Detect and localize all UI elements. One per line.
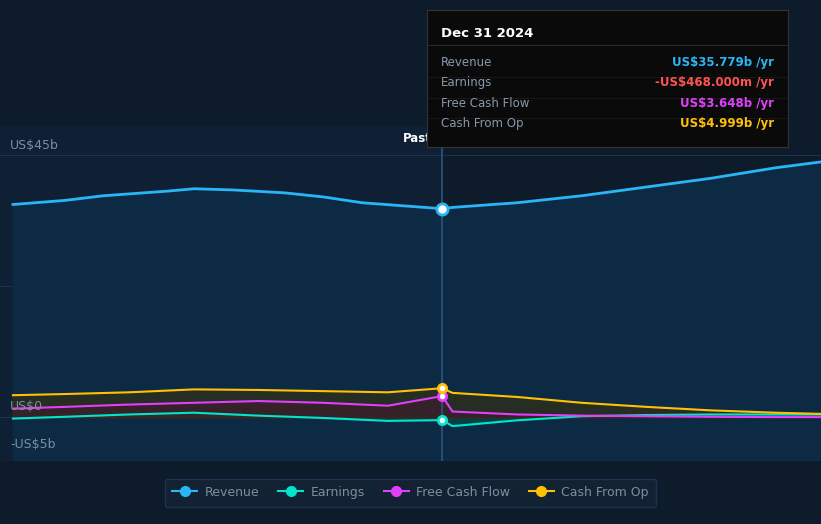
- Legend: Revenue, Earnings, Free Cash Flow, Cash From Op: Revenue, Earnings, Free Cash Flow, Cash …: [165, 478, 656, 507]
- Text: -US$468.000m /yr: -US$468.000m /yr: [655, 76, 773, 89]
- Text: Analysts Forecasts: Analysts Forecasts: [452, 132, 562, 145]
- Text: Past: Past: [403, 132, 432, 145]
- Text: -US$5b: -US$5b: [11, 438, 56, 451]
- Text: US$3.648b /yr: US$3.648b /yr: [680, 96, 773, 110]
- Text: Cash From Op: Cash From Op: [442, 117, 524, 130]
- Bar: [443, 126, 821, 461]
- Text: Dec 31 2024: Dec 31 2024: [442, 27, 534, 40]
- Text: US$4.999b /yr: US$4.999b /yr: [680, 117, 773, 130]
- Text: Revenue: Revenue: [442, 56, 493, 69]
- Text: US$35.779b /yr: US$35.779b /yr: [672, 56, 773, 69]
- Text: US$0: US$0: [11, 400, 44, 413]
- Text: US$45b: US$45b: [11, 139, 59, 152]
- Text: Earnings: Earnings: [442, 76, 493, 89]
- Bar: [0, 126, 443, 461]
- Text: Free Cash Flow: Free Cash Flow: [442, 96, 530, 110]
